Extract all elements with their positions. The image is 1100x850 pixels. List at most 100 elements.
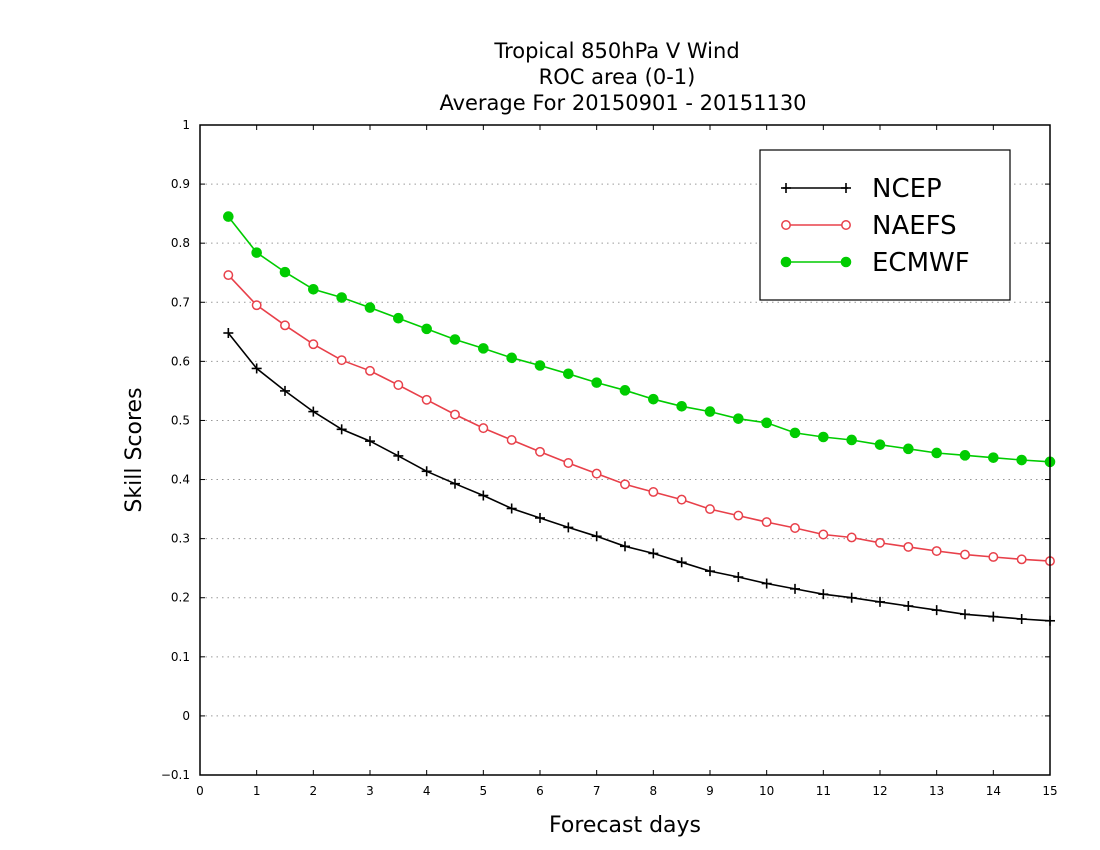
point-ncep <box>506 503 517 514</box>
point-ecmwf <box>591 377 602 388</box>
point-ecmwf <box>506 352 517 364</box>
axes: −0.100.10.20.30.40.50.60.70.80.910 1 2 3 4 5 6… <box>161 118 1058 798</box>
y-tick-label: 0.6 <box>171 354 190 368</box>
chart-title: Tropical 850hPa V Wind ROC area (0-1) Av… <box>439 39 806 115</box>
point-ecmwf <box>619 385 631 396</box>
x-tick-label: 1 <box>253 784 261 798</box>
point-naefs <box>450 409 460 420</box>
point-naefs <box>931 546 942 556</box>
point-naefs <box>818 529 829 540</box>
x-tick-label: 2 <box>310 784 318 798</box>
point-ncep <box>336 424 347 435</box>
point-ncep <box>478 490 489 501</box>
point-ecmwf <box>789 427 801 439</box>
x-tick-label: 10 <box>759 784 774 798</box>
point-ecmwf <box>534 360 546 371</box>
legend-marker-ecmwf <box>780 256 792 268</box>
point-ncep <box>931 605 942 616</box>
point-ncep <box>421 466 432 477</box>
point-naefs <box>733 510 744 521</box>
point-ncep <box>903 601 914 611</box>
point-naefs <box>790 523 800 533</box>
y-tick-label: 0.7 <box>171 295 190 309</box>
point-naefs <box>988 552 999 562</box>
legend-label-ncep: NCEP <box>872 174 942 204</box>
point-ecmwf <box>1016 454 1027 466</box>
point-ncep <box>280 385 290 396</box>
point-ecmwf <box>903 443 914 455</box>
y-tick-label: 1 <box>182 118 190 132</box>
point-ncep <box>223 328 234 338</box>
point-naefs <box>846 532 857 543</box>
y-tick-label: 0.5 <box>171 413 190 427</box>
y-tick-label: 0.2 <box>171 591 190 605</box>
point-ecmwf <box>846 434 857 446</box>
point-naefs <box>308 339 319 350</box>
title-line-1: Tropical 850hPa V Wind <box>493 39 739 63</box>
x-tick-label: 6 <box>536 784 544 798</box>
point-ecmwf <box>478 343 489 354</box>
point-naefs <box>393 380 404 390</box>
x-tick-label: 0 <box>196 784 204 798</box>
point-ecmwf <box>676 400 687 412</box>
title-line-3: Average For 20150901 - 20151130 <box>439 91 806 115</box>
point-naefs <box>903 541 914 552</box>
x-tick-label: 12 <box>872 784 887 798</box>
plot-frame <box>199 124 1051 776</box>
series-layer <box>223 211 1056 626</box>
point-ecmwf <box>563 368 574 380</box>
point-ncep <box>1016 614 1027 624</box>
point-naefs <box>620 479 630 490</box>
point-ncep <box>705 566 715 577</box>
x-tick-label: 8 <box>650 784 658 798</box>
point-naefs <box>535 446 545 457</box>
point-naefs <box>251 300 262 311</box>
series-line-ncep <box>227 332 1051 622</box>
series-line-naefs <box>227 274 1051 562</box>
y-tick-label: 0.4 <box>171 473 190 487</box>
point-naefs <box>280 320 290 331</box>
point-ecmwf <box>308 283 319 295</box>
y-axis-title: Skill Scores <box>122 387 147 512</box>
x-tick-label: 7 <box>593 784 601 798</box>
point-naefs <box>761 517 772 528</box>
x-tick-label: 15 <box>1042 784 1057 798</box>
point-naefs <box>563 458 574 468</box>
point-naefs <box>875 537 885 548</box>
title-line-2: ROC area (0-1) <box>539 65 696 89</box>
legend-label-naefs: NAEFS <box>872 211 957 241</box>
point-ncep <box>676 557 687 568</box>
point-ncep <box>988 611 999 622</box>
point-naefs <box>591 468 602 479</box>
point-ncep <box>960 609 970 620</box>
point-naefs <box>648 487 659 497</box>
x-tick-label: 3 <box>366 784 374 798</box>
point-ecmwf <box>761 417 772 429</box>
point-ncep <box>818 589 829 600</box>
x-tick-label: 11 <box>816 784 831 798</box>
point-ncep <box>563 522 574 533</box>
point-naefs <box>676 494 687 505</box>
y-tick-label: 0 <box>182 709 190 723</box>
point-naefs <box>336 355 347 366</box>
point-ecmwf <box>421 323 432 335</box>
point-naefs <box>478 423 489 434</box>
legend-marker-naefs <box>841 220 851 230</box>
point-naefs <box>421 394 432 405</box>
legend-marker-naefs <box>781 220 791 230</box>
point-ncep <box>761 578 772 589</box>
point-ecmwf <box>931 447 942 459</box>
legend-marker-ncep <box>781 183 791 193</box>
point-ncep <box>365 436 375 447</box>
point-ecmwf <box>393 312 404 324</box>
point-naefs <box>365 365 375 376</box>
point-naefs <box>506 435 517 445</box>
x-tick-label: 4 <box>423 784 431 798</box>
y-tick-label: 0.9 <box>171 177 190 191</box>
point-ncep <box>251 363 262 374</box>
point-ncep <box>620 541 630 552</box>
y-tick-label: −0.1 <box>161 768 190 782</box>
point-naefs <box>705 504 715 515</box>
legend-marker-ecmwf <box>840 256 852 268</box>
